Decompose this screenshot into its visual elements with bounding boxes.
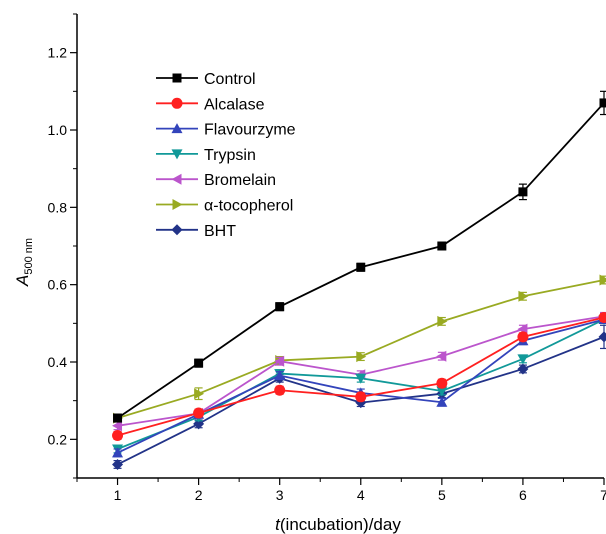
data-point [194,358,204,368]
y-tick-label: 1.0 [48,122,68,138]
data-point [275,302,285,312]
legend-item: Alcalase [156,96,265,113]
y-tick-label: 1.2 [48,45,68,61]
x-tick-label: 6 [519,487,527,503]
data-point [517,363,529,375]
data-point [598,312,606,324]
y-tick-label: 0.2 [48,431,68,447]
legend-label: BHT [204,223,236,240]
data-point [436,386,448,397]
series-alcalase [112,312,606,441]
data-point [274,384,286,396]
legend-item: Control [156,71,256,88]
legend-marker [171,149,183,160]
x-axis-label-rest: (incubation)/day [280,515,401,534]
x-tick-label: 4 [357,487,365,503]
series-tocopherol [113,274,606,424]
data-point [518,187,528,197]
data-point [436,396,448,407]
data-point [599,274,606,286]
y-axis-label-italic: A [13,275,32,287]
legend-label: Trypsin [204,147,256,164]
legend-label: Bromelain [204,172,276,189]
data-point [274,370,286,381]
y-tick-label: 0.8 [48,199,68,215]
x-tick-label: 3 [276,487,284,503]
x-axis-label: t(incubation)/day [275,515,401,534]
legend-label: α-tocopherol [204,198,293,215]
y-tick-label: 0.4 [48,354,68,370]
legend-marker [172,199,183,210]
legend-marker [171,173,182,185]
legend-marker [172,73,182,83]
legend-label: Alcalase [204,96,265,113]
x-tick-label: 5 [438,487,446,503]
legend-label: Control [204,71,256,88]
legend-marker [171,97,183,109]
y-axis-label-sub: 500 nm [23,238,35,275]
data-point [356,262,366,272]
data-point [356,351,367,363]
x-axis-label-italic: t [275,515,281,534]
data-point [274,355,285,367]
data-point [112,420,123,432]
y-tick-label: 0.6 [48,277,68,293]
data-point [436,350,447,362]
series-bht [112,324,606,470]
data-point [436,377,448,389]
data-point [437,315,448,327]
data-point [598,331,606,343]
legend-item: Bromelain [156,172,276,189]
legend-marker [171,224,183,236]
x-tick-label: 1 [114,487,122,503]
legend-marker [171,123,183,134]
series-trypsin [112,314,606,455]
data-point [112,458,124,470]
data-point [518,290,529,302]
legend-item: α-tocopherol [156,198,293,215]
axes: 1 2 3 4 5 6 7 0.2 0.4 0.6 0.8 1.0 1.2 [48,13,606,503]
legend-label: Flavourzyme [204,122,296,139]
series-line [117,318,605,454]
legend: Control Alcalase Flavourzyme Trypsin Bromela… [156,71,296,240]
y-axis-label: A500 nm [13,238,35,287]
series-layer [112,90,606,470]
data-point [517,331,529,343]
data-point [437,241,447,251]
data-point [355,391,367,403]
legend-item: Trypsin [156,147,256,164]
series-control [113,90,606,423]
data-point [112,429,124,441]
x-tick-label: 2 [195,487,203,503]
data-point [355,373,367,384]
data-point [599,98,606,108]
data-point [112,447,124,458]
legend-item: Flavourzyme [156,122,296,139]
data-point [517,354,529,365]
data-point [113,413,123,423]
data-point [194,388,205,400]
data-point [193,407,205,419]
x-tick-label: 7 [600,487,606,503]
legend-item: BHT [156,223,236,240]
